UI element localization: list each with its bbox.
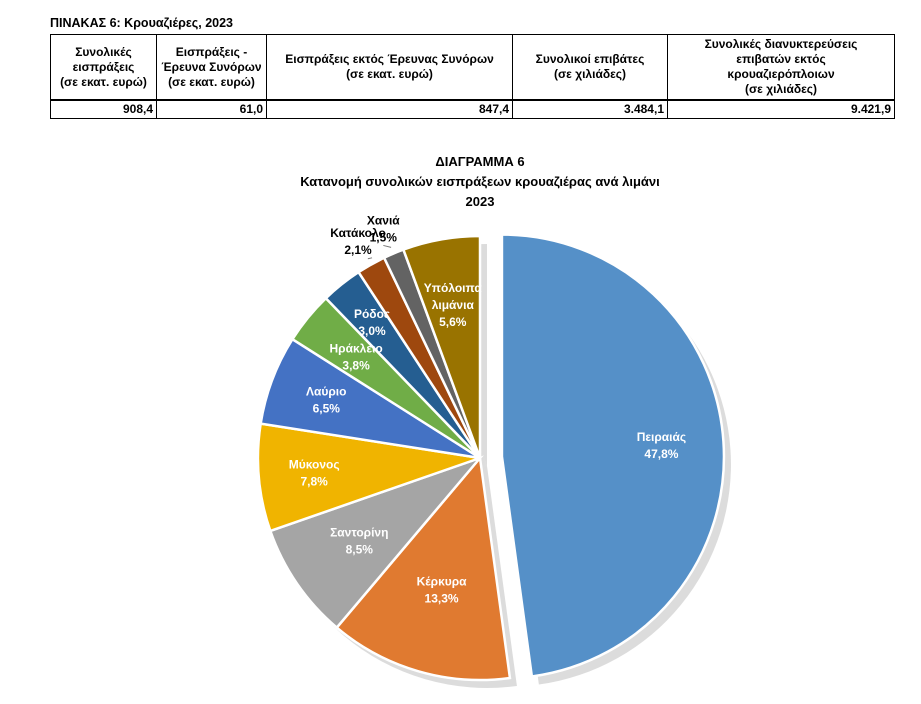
slice-category-label: Υπόλοιπα <box>424 281 483 295</box>
header-line: (σε χιλιάδες) <box>744 82 818 96</box>
slice-value-label: 6,5% <box>313 402 341 416</box>
header-non-border-survey-receipts: Εισπράξεις εκτός Έρευνας Συνόρων (σε εκα… <box>266 34 513 101</box>
header-border-survey-receipts: Εισπράξεις - Έρευνα Συνόρων (σε εκατ. ευ… <box>156 34 267 101</box>
slice-value-label: 3,8% <box>342 358 370 372</box>
cruise-stats-table: Συνολικές εισπράξεις (σε εκατ. ευρώ) Εισ… <box>50 34 895 119</box>
chart-title: ΔΙΑΓΡΑΜΜΑ 6 <box>435 154 524 169</box>
slice-category-label: Πειραιάς <box>637 430 686 444</box>
leader-line <box>383 244 392 248</box>
header-line: (σε εκατ. ευρώ) <box>60 74 147 89</box>
cell-overnight-stays: 9.421,9 <box>667 99 895 119</box>
pie-slice-2 <box>268 455 484 630</box>
slice-category-label: Μύκονος <box>289 457 340 471</box>
leader-lines <box>367 244 392 260</box>
cell-non-border-survey-receipts: 847,4 <box>266 99 513 119</box>
slice-category-label: Ηράκλειο <box>330 341 383 355</box>
pie-slices <box>256 233 726 682</box>
pie-slice-9 <box>401 234 482 459</box>
header-line: Συνολικές διανυκτερεύσεις <box>704 37 858 51</box>
slice-category-label: Κέρκυρα <box>417 575 468 589</box>
table-header-row: Συνολικές εισπράξεις (σε εκατ. ευρώ) Εισ… <box>50 34 895 101</box>
header-line: Συνολικές <box>75 44 132 59</box>
pie-labels: Πειραιάς 47,8% Κέρκυρα 13,3% Σαντορίνη 8,5% Μύ… <box>289 213 686 605</box>
chart-year: 2023 <box>466 194 495 209</box>
cell-border-survey-receipts: 61,0 <box>156 99 267 119</box>
header-line: εισπράξεις <box>72 59 135 74</box>
header-line: Συνολικοί επιβάτες <box>535 52 645 66</box>
header-line: κρουαζιερόπλοιων <box>727 67 835 81</box>
pie-slice-0 <box>500 233 726 678</box>
cell-total-receipts: 908,4 <box>50 99 157 119</box>
header-total-receipts: Συνολικές εισπράξεις (σε εκατ. ευρώ) <box>50 34 157 101</box>
slice-value-label: 47,8% <box>644 447 678 461</box>
slice-category-label: Λαύριο <box>306 385 346 399</box>
slice-value-label: 2,1% <box>344 243 372 257</box>
slice-category-label: Χανιά <box>367 213 400 227</box>
leader-line <box>367 257 373 260</box>
table-row: 908,4 61,0 847,4 3.484,1 9.421,9 <box>50 99 895 119</box>
pie-slice-1 <box>335 455 512 682</box>
slice-category-label: Κατάκολο <box>330 226 386 240</box>
header-line: Εισπράξεις εκτός Έρευνας Συνόρων <box>285 52 494 66</box>
chart-subtitle: Κατανομή συνολικών εισπράξεων κρουαζιέρα… <box>300 174 660 189</box>
slice-value-label: 8,5% <box>346 542 374 556</box>
slice-value-label: 7,8% <box>300 474 328 488</box>
header-line: επιβατών εκτός <box>736 52 826 66</box>
header-line: Έρευνα Συνόρων <box>161 59 262 74</box>
slice-value-label: 1,5% <box>370 230 398 244</box>
header-line: (σε χιλιάδες) <box>553 67 627 81</box>
header-total-passengers: Συνολικοί επιβάτες (σε χιλιάδες) <box>512 34 668 101</box>
table-title: ΠΙΝΑΚΑΣ 6: Κρουαζιέρες, 2023 <box>50 16 234 30</box>
slice-category-label: Σαντορίνη <box>330 525 388 539</box>
slice-category-label: Ρόδος <box>354 307 390 321</box>
header-line: (σε εκατ. ευρώ) <box>346 67 433 81</box>
header-line: Εισπράξεις - <box>175 44 248 59</box>
header-line: (σε εκατ. ευρώ) <box>168 74 255 89</box>
slice-value-label: 13,3% <box>425 592 459 606</box>
cell-total-passengers: 3.484,1 <box>512 99 668 119</box>
slice-value-label: 3,0% <box>358 324 386 338</box>
slice-category-label: λιμάνια <box>432 298 475 312</box>
header-overnight-stays: Συνολικές διανυκτερεύσεις επιβατών εκτός… <box>667 34 895 101</box>
slice-value-label: 5,6% <box>439 315 467 329</box>
